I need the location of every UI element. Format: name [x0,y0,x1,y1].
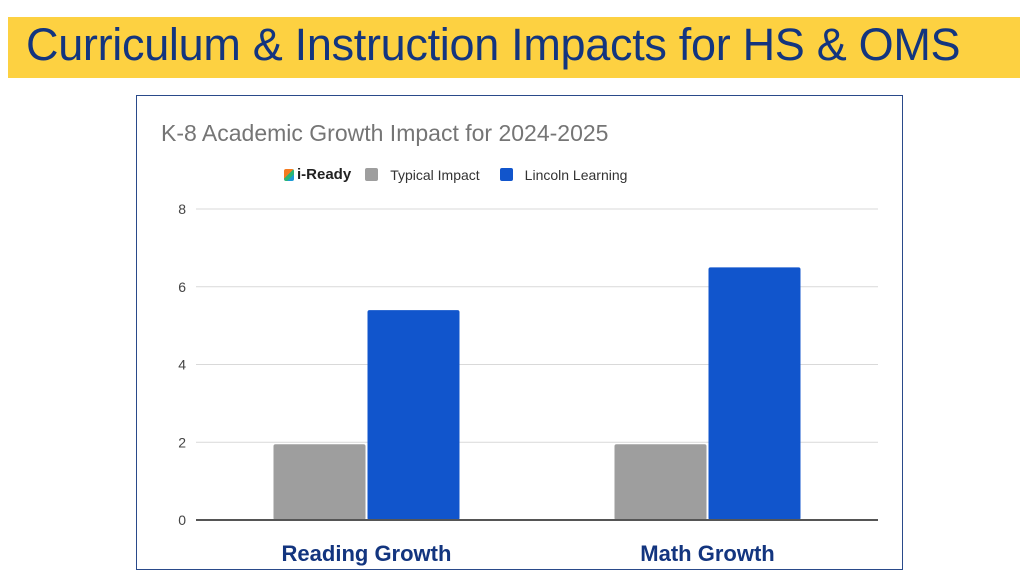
bar-typical-impact [614,444,707,520]
legend-label: Lincoln Learning [524,166,628,183]
legend-item-lincoln: Lincoln Learning [499,166,628,183]
plot-area: 0 2 4 6 8 Reading Growth Math Growth [178,201,878,566]
y-tick-label: 8 [178,201,186,217]
cube-icon [284,168,294,181]
legend-label: Typical Impact [390,166,480,183]
legend-swatch-lincoln [499,168,513,181]
slide-title: Curriculum & Instruction Impacts for HS … [26,19,961,70]
x-category-label: Reading Growth [282,541,452,566]
y-tick-label: 6 [178,279,186,295]
legend-swatch-typical [365,168,379,181]
bar-lincoln-learning [708,267,801,520]
x-category-label: Math Growth [640,541,774,566]
iready-logo: i-Ready [284,166,351,183]
legend-item-typical: Typical Impact [365,166,480,183]
bar-lincoln-learning [367,310,460,520]
iready-logo-text: i-Ready [297,166,352,183]
chart-container: K-8 Academic Growth Impact for 2024-2025… [136,95,903,570]
bar-typical-impact [273,444,366,520]
y-tick-label: 4 [178,357,186,373]
y-tick-label: 0 [178,512,186,528]
chart-title: K-8 Academic Growth Impact for 2024-2025 [161,120,609,146]
title-banner: Curriculum & Instruction Impacts for HS … [8,17,1020,78]
y-tick-label: 2 [178,434,186,450]
legend: i-Ready Typical Impact Lincoln Learning [284,166,647,183]
